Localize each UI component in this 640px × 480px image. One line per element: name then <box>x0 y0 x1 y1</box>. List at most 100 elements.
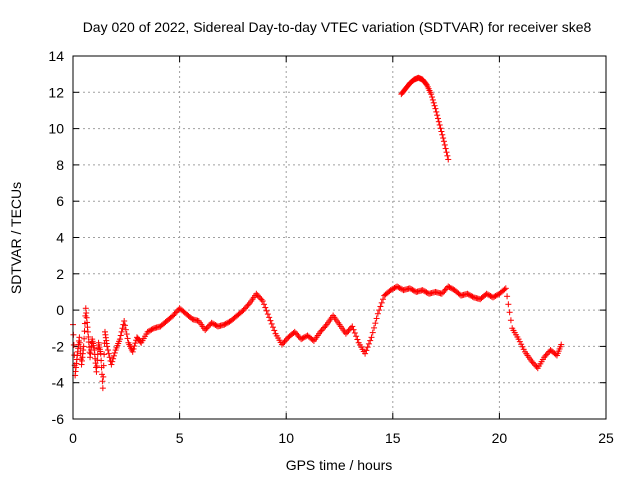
data-point <box>374 310 381 317</box>
data-point <box>464 290 471 297</box>
data-point <box>225 319 232 326</box>
y-tick-label: 4 <box>56 230 64 246</box>
data-point <box>203 325 210 332</box>
data-point <box>447 284 454 291</box>
data-point <box>298 336 305 343</box>
data-point <box>362 350 369 357</box>
data-point <box>282 337 289 344</box>
x-tick-label: 15 <box>385 430 401 446</box>
data-point <box>344 329 351 336</box>
data-point <box>280 340 287 347</box>
data-point <box>532 362 539 369</box>
y-tick-label: 0 <box>56 302 64 318</box>
data-point <box>85 339 92 346</box>
x-axis-label: GPS time / hours <box>286 457 393 473</box>
data-point <box>506 309 513 316</box>
data-point <box>376 307 383 314</box>
data-point <box>396 284 403 291</box>
data-point <box>291 328 298 335</box>
x-tick-label: 25 <box>598 430 614 446</box>
data-point <box>395 284 402 291</box>
data-point <box>542 352 549 359</box>
data-point <box>98 357 105 364</box>
data-point <box>493 292 500 299</box>
data-point <box>121 317 128 324</box>
data-point <box>170 312 177 319</box>
data-point <box>490 294 497 301</box>
data-point <box>372 320 379 327</box>
data-point <box>387 287 394 294</box>
data-point <box>409 286 416 293</box>
data-point <box>93 368 100 375</box>
data-point <box>148 326 155 333</box>
data-point <box>445 156 452 163</box>
data-point <box>507 317 514 324</box>
data-point <box>487 292 494 299</box>
data-point <box>449 285 456 292</box>
data-point <box>94 351 101 358</box>
y-tick-label: 10 <box>48 121 64 137</box>
data-point <box>516 338 523 345</box>
data-point <box>259 298 266 305</box>
data-point <box>437 125 444 132</box>
data-point <box>105 350 112 357</box>
data-point <box>309 336 316 343</box>
data-point <box>206 322 213 329</box>
y-tick-label: 2 <box>56 266 64 282</box>
data-point <box>84 328 91 335</box>
data-point <box>299 335 306 342</box>
data-point <box>118 328 125 335</box>
data-point <box>442 286 449 293</box>
data-point <box>353 333 360 340</box>
data-point <box>212 321 219 328</box>
data-point <box>373 315 380 322</box>
data-point <box>267 317 274 324</box>
data-point <box>434 115 441 122</box>
data-point <box>110 355 117 362</box>
data-point <box>239 308 246 315</box>
data-point <box>438 290 445 297</box>
plot-frame <box>72 55 607 420</box>
y-tick-label: 8 <box>56 157 64 173</box>
data-point <box>419 287 426 294</box>
data-point <box>144 328 151 335</box>
data-point <box>147 327 154 334</box>
data-point <box>76 334 83 341</box>
y-tick-label: -2 <box>52 338 65 354</box>
data-point <box>123 331 130 338</box>
data-point <box>122 326 129 333</box>
data-point <box>122 322 129 329</box>
data-point <box>174 308 181 315</box>
data-point <box>131 343 138 350</box>
data-point <box>268 320 275 327</box>
data-point <box>390 285 397 292</box>
data-point <box>295 333 302 340</box>
y-tick-label: 14 <box>48 48 64 64</box>
y-axis-label: SDTVAR / TECUs <box>8 182 24 294</box>
data-point <box>519 343 526 350</box>
data-point <box>368 334 375 341</box>
data-point <box>351 329 358 336</box>
data-point <box>520 346 527 353</box>
data-point <box>533 363 540 370</box>
data-point <box>257 295 264 302</box>
data-point <box>377 303 384 310</box>
data-point <box>371 324 378 331</box>
data-point <box>81 328 88 335</box>
data-point <box>258 296 265 303</box>
data-point <box>442 145 449 152</box>
data-point <box>486 292 493 299</box>
y-tick-label: 6 <box>56 193 64 209</box>
data-point <box>430 99 437 106</box>
data-point <box>278 341 285 348</box>
data-point <box>202 327 209 334</box>
data-point <box>502 285 509 292</box>
data-point <box>293 330 300 337</box>
x-tick-labels: 0 5 10 15 20 25 <box>69 430 614 446</box>
data-point <box>204 324 211 331</box>
data-point <box>81 335 88 342</box>
data-point <box>132 340 139 347</box>
data-point <box>245 301 252 308</box>
data-point <box>168 313 175 320</box>
